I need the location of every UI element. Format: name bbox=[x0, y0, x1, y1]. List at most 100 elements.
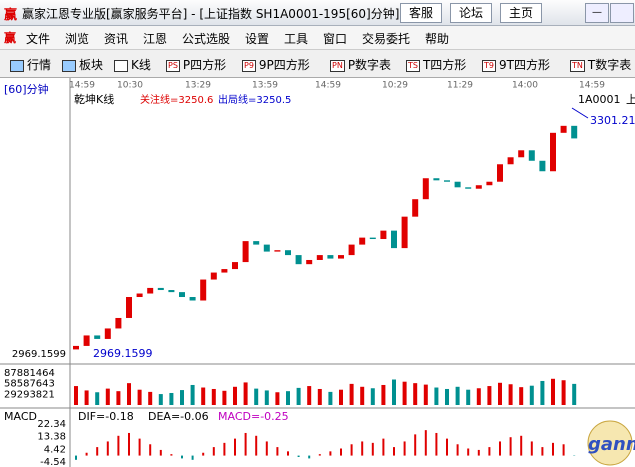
high-marker: 3301.21 bbox=[590, 114, 635, 127]
menu-item[interactable]: 江恩 bbox=[143, 32, 168, 46]
menu-item[interactable]: 公式选股 bbox=[182, 32, 231, 46]
candle bbox=[200, 279, 207, 301]
menu-item[interactable]: 设置 bbox=[245, 32, 270, 46]
low-marker: 2969.1599 bbox=[93, 347, 153, 360]
indicator-name: 乾坤K线 bbox=[74, 92, 114, 106]
candle bbox=[73, 345, 79, 350]
menu-item[interactable]: 浏览 bbox=[65, 32, 90, 46]
candle bbox=[465, 187, 472, 189]
candle bbox=[221, 269, 228, 273]
period-label: [60]分钟 bbox=[4, 82, 49, 96]
button[interactable]: 主页 bbox=[500, 3, 543, 23]
toolbar-button[interactable]: PN P数字表 bbox=[330, 56, 391, 73]
candle bbox=[539, 160, 546, 172]
candle bbox=[94, 335, 101, 339]
tool-icon: PN bbox=[330, 59, 345, 72]
volume-bar bbox=[74, 386, 78, 405]
candle bbox=[285, 250, 291, 256]
candle bbox=[454, 181, 461, 188]
tool-icon: PS bbox=[166, 59, 180, 72]
time-label: 14:59 bbox=[69, 81, 95, 91]
toolbar-button[interactable]: P9 9P四方形 bbox=[242, 56, 310, 73]
candle bbox=[518, 150, 525, 158]
candle bbox=[274, 250, 281, 252]
menu-item[interactable]: 文件 bbox=[26, 32, 51, 46]
candle bbox=[157, 287, 164, 291]
time-label: 14:59 bbox=[315, 81, 341, 91]
candle bbox=[104, 328, 111, 339]
volume-bar bbox=[211, 388, 216, 405]
volume-bar bbox=[487, 386, 492, 405]
dea-label: DEA=-0.06 bbox=[148, 410, 209, 423]
candle bbox=[369, 237, 376, 240]
time-label: 13:29 bbox=[185, 81, 211, 91]
volume-bar bbox=[95, 392, 100, 405]
close-button[interactable] bbox=[610, 3, 634, 23]
volume-bar bbox=[381, 384, 386, 405]
tool-icon: T9 bbox=[482, 59, 496, 72]
volume-bar bbox=[540, 380, 545, 405]
menu-item[interactable]: 资讯 bbox=[104, 32, 129, 46]
time-label: 14:59 bbox=[579, 81, 605, 91]
candle bbox=[359, 237, 366, 245]
candle bbox=[338, 255, 344, 259]
tool-label: K线 bbox=[131, 58, 151, 72]
macd-label: MACD bbox=[4, 410, 37, 423]
candle bbox=[263, 244, 270, 252]
volume-bar bbox=[392, 379, 396, 405]
toolbar-button[interactable]: TN T数字表 bbox=[570, 56, 631, 73]
volume-bar bbox=[296, 387, 301, 405]
volume-tick-label: 87881464 bbox=[4, 368, 55, 379]
candle bbox=[444, 180, 450, 182]
volume-bar bbox=[148, 391, 153, 405]
menu-item[interactable]: 窗口 bbox=[323, 32, 348, 46]
menu-item[interactable]: 工具 bbox=[284, 32, 309, 46]
candle bbox=[168, 290, 175, 293]
button[interactable]: 论坛 bbox=[450, 3, 493, 23]
volume-bar bbox=[201, 387, 206, 405]
tool-icon: TN bbox=[570, 59, 585, 72]
candle bbox=[433, 178, 440, 181]
symbol-suffix: 上 bbox=[626, 93, 635, 106]
volume-bar bbox=[233, 386, 237, 405]
volume-bar bbox=[476, 388, 481, 405]
minimize-button[interactable]: — bbox=[585, 3, 609, 23]
logo-badge bbox=[587, 420, 633, 466]
candle bbox=[528, 150, 535, 161]
time-label: 14:00 bbox=[512, 81, 538, 91]
tool-icon: P9 bbox=[242, 59, 256, 72]
toolbar-button[interactable]: PS P四方形 bbox=[166, 56, 226, 73]
candle bbox=[306, 259, 313, 265]
volume-bar bbox=[127, 383, 131, 405]
tool-icon bbox=[62, 59, 76, 72]
candle bbox=[507, 157, 514, 165]
macd-tick-label: 13.38 bbox=[37, 432, 66, 443]
volume-bar bbox=[508, 384, 513, 405]
volume-bar bbox=[180, 390, 184, 405]
toolbar-button[interactable]: K线 bbox=[114, 56, 151, 73]
chart: 14:59 10:30 13:29 13:59 14:59 10:29 11:29 14:00… bbox=[0, 78, 635, 467]
tool-label: 9T四方形 bbox=[498, 58, 550, 72]
symbol: 1A0001 bbox=[578, 93, 621, 106]
button[interactable]: 客服 bbox=[400, 3, 443, 23]
toolbar-button[interactable]: TS T四方形 bbox=[406, 56, 466, 73]
toolbar-button[interactable]: T9 9T四方形 bbox=[482, 56, 550, 73]
toolbar: 行情 板块 K线 PS P四方形 P9 9P四方形 PN P数字表 TS T四方形 T9 9T四方形 TN… bbox=[0, 50, 635, 78]
volume-bar bbox=[105, 388, 110, 405]
candle bbox=[391, 230, 397, 249]
macd-tick-label: -4.54 bbox=[40, 457, 66, 467]
time-label: 13:59 bbox=[252, 81, 278, 91]
candle bbox=[571, 125, 578, 139]
volume-bar bbox=[243, 382, 248, 405]
candle bbox=[295, 255, 302, 265]
menu-item[interactable]: 交易委托 bbox=[362, 32, 411, 46]
toolbar-button[interactable]: 板块 bbox=[62, 56, 103, 73]
candle bbox=[486, 181, 493, 186]
toolbar-button[interactable]: 行情 bbox=[10, 56, 51, 73]
candle bbox=[316, 255, 323, 260]
volume-bar bbox=[561, 380, 566, 405]
menu-item[interactable]: 帮助 bbox=[425, 32, 450, 46]
volume-bar bbox=[169, 392, 174, 405]
volume-bar bbox=[264, 390, 269, 405]
